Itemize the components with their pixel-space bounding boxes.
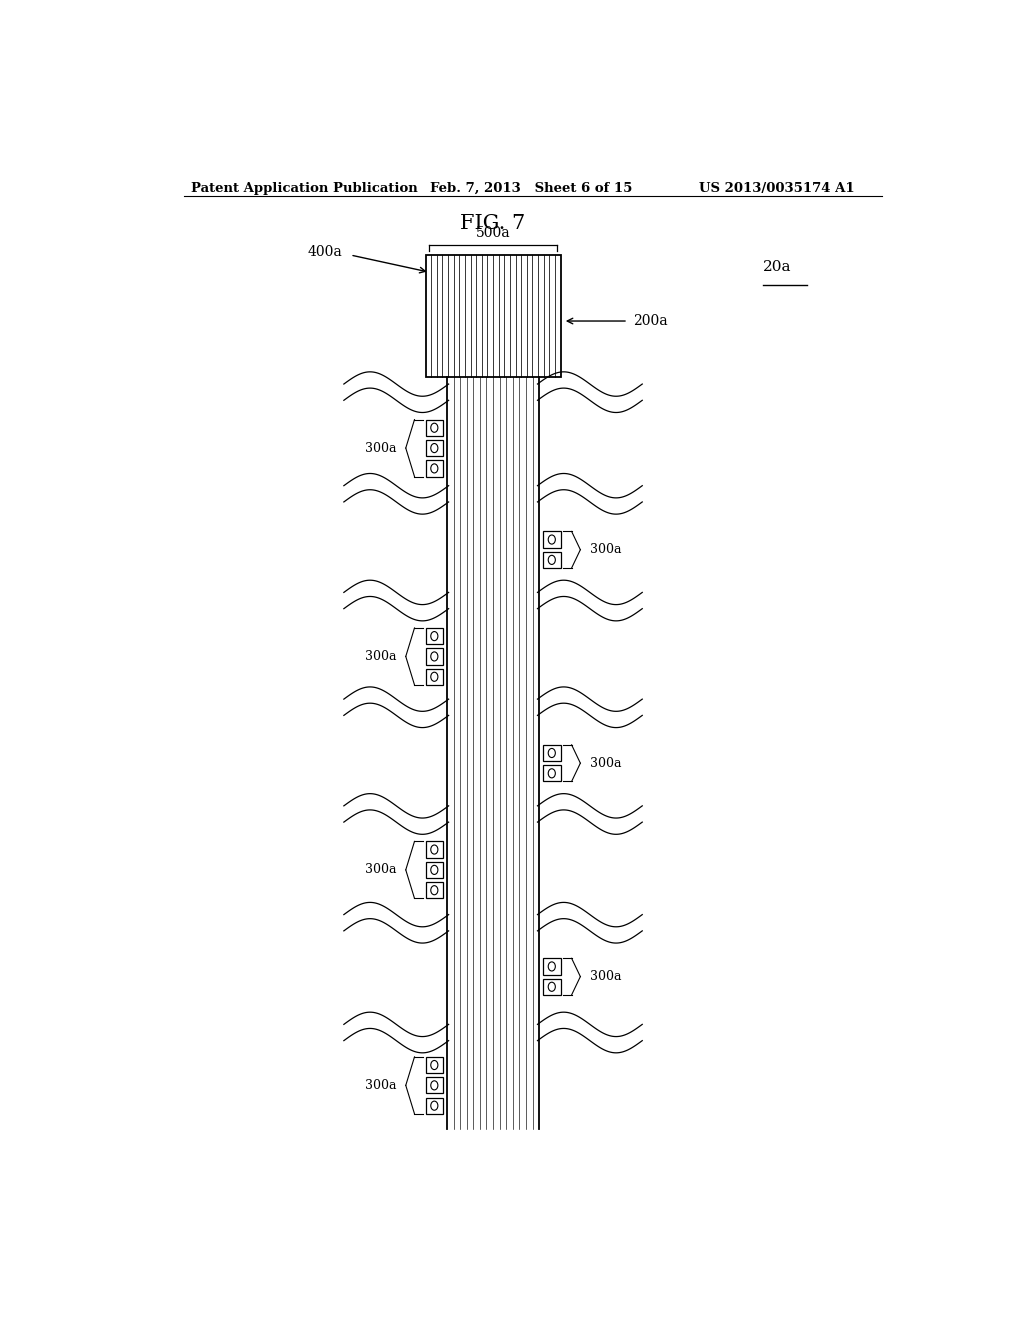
Circle shape [431, 424, 438, 432]
Bar [426, 862, 443, 878]
Circle shape [431, 1081, 438, 1090]
Text: Feb. 7, 2013   Sheet 6 of 15: Feb. 7, 2013 Sheet 6 of 15 [430, 182, 632, 195]
Circle shape [548, 556, 555, 565]
Text: 300a: 300a [365, 442, 396, 454]
Bar [543, 958, 560, 974]
Text: US 2013/0035174 A1: US 2013/0035174 A1 [699, 182, 855, 195]
Bar [426, 1097, 443, 1114]
Text: FIG. 7: FIG. 7 [461, 214, 525, 234]
Bar [426, 420, 443, 436]
Text: 300a: 300a [590, 756, 622, 770]
Circle shape [431, 886, 438, 895]
Circle shape [431, 1101, 438, 1110]
Circle shape [431, 652, 438, 661]
Bar [426, 628, 443, 644]
Bar [543, 532, 560, 548]
Bar [426, 440, 443, 457]
Bar [543, 552, 560, 568]
Bar [543, 766, 560, 781]
Circle shape [431, 845, 438, 854]
Circle shape [431, 444, 438, 453]
Circle shape [548, 962, 555, 972]
Bar [426, 882, 443, 899]
Bar [543, 978, 560, 995]
Circle shape [431, 631, 438, 640]
Circle shape [548, 748, 555, 758]
Circle shape [431, 672, 438, 681]
Bar [426, 648, 443, 664]
Circle shape [548, 768, 555, 777]
Bar [426, 255, 560, 378]
Bar [426, 1057, 443, 1073]
Bar [543, 744, 560, 762]
Text: 400a: 400a [307, 246, 342, 259]
Text: 20a: 20a [763, 260, 792, 275]
Circle shape [431, 866, 438, 874]
Bar [426, 461, 443, 477]
Circle shape [431, 1060, 438, 1069]
Circle shape [548, 982, 555, 991]
Text: 500a: 500a [476, 226, 510, 240]
Text: 300a: 300a [590, 544, 622, 556]
Bar [426, 1077, 443, 1093]
Text: Patent Application Publication: Patent Application Publication [191, 182, 418, 195]
Text: 300a: 300a [365, 1078, 396, 1092]
Text: 300a: 300a [590, 970, 622, 983]
Bar [426, 669, 443, 685]
Text: 300a: 300a [365, 649, 396, 663]
Circle shape [431, 463, 438, 473]
Circle shape [548, 535, 555, 544]
Text: 300a: 300a [365, 863, 396, 876]
Bar [426, 841, 443, 858]
Text: 200a: 200a [634, 314, 668, 329]
